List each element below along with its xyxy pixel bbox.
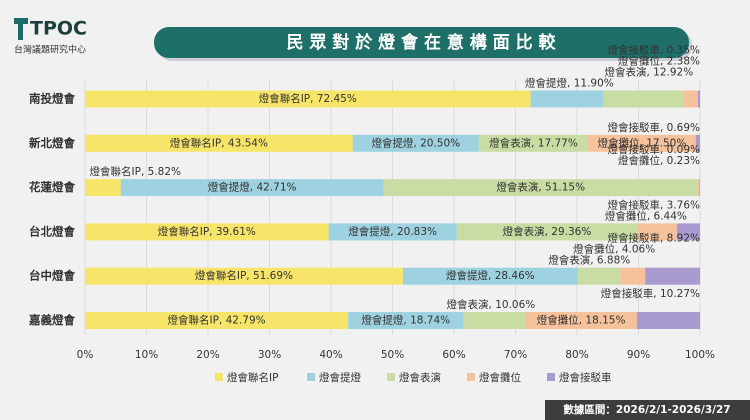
- data-label: 燈會攤位, 17.50%: [598, 136, 687, 149]
- data-label: 燈會提燈, 18.74%: [361, 314, 450, 327]
- logo-subtitle: 台灣議題研究中心: [14, 44, 86, 56]
- bar-segment: [603, 90, 684, 108]
- footer-bar: [545, 400, 750, 420]
- logo-name: TPOC: [30, 18, 87, 40]
- bar-segment: [328, 223, 457, 241]
- y-tick-label: 南投燈會: [29, 92, 75, 106]
- data-label: 燈會攤位, 4.06%: [573, 243, 655, 256]
- bar-segment: [699, 179, 700, 197]
- x-tick-label: 30%: [258, 349, 281, 361]
- bar-segment: [348, 312, 464, 329]
- bar-segment: [697, 90, 700, 108]
- legend-label: 燈會聯名IP: [227, 371, 278, 384]
- bar-segment: [402, 267, 578, 285]
- data-label: 燈會提燈, 20.83%: [348, 225, 437, 238]
- y-tick-label: 新北燈會: [29, 136, 75, 150]
- data-label: 燈會提燈, 20.50%: [371, 136, 460, 149]
- x-tick-label: 50%: [381, 349, 404, 361]
- bar-segment: [620, 267, 646, 285]
- bar-segment: [525, 312, 637, 329]
- legend-label: 燈會攤位: [479, 371, 521, 384]
- bar-segment: [463, 312, 526, 329]
- legend-label: 燈會提燈: [319, 371, 361, 384]
- legend-label: 燈會接駁車: [559, 371, 612, 384]
- title-pill: [154, 27, 689, 58]
- legend-swatch: [215, 373, 223, 381]
- bar-segment: [85, 134, 353, 152]
- data-label: 燈會接駁車, 3.76%: [607, 198, 700, 211]
- data-label: 燈會聯名IP, 72.45%: [259, 92, 357, 105]
- x-tick-label: 20%: [196, 349, 219, 361]
- bar-segment: [637, 223, 677, 241]
- bar-segment: [352, 134, 479, 152]
- y-tick-label: 台中燈會: [29, 269, 75, 283]
- x-tick-label: 70%: [504, 349, 527, 361]
- data-label: 燈會聯名IP, 51.69%: [195, 269, 293, 282]
- x-tick-label: 80%: [565, 349, 588, 361]
- data-label: 燈會攤位, 18.15%: [537, 314, 626, 327]
- bar-segment: [676, 223, 700, 241]
- y-tick-label: 花蓮燈會: [29, 180, 75, 194]
- data-label: 燈會表演, 12.92%: [604, 66, 693, 79]
- data-label: 燈會表演, 17.77%: [489, 136, 578, 149]
- x-tick-label: 40%: [319, 349, 342, 361]
- data-label: 燈會表演, 51.15%: [496, 181, 585, 194]
- data-label: 燈會接駁車, 10.27%: [601, 287, 700, 300]
- logo-icon: [14, 18, 28, 40]
- data-label: 燈會攤位, 6.44%: [605, 209, 687, 222]
- bar-segment: [695, 134, 700, 152]
- legend-swatch: [547, 373, 555, 381]
- legend-label: 燈會表演: [399, 371, 441, 384]
- y-tick-label: 台北燈會: [29, 224, 75, 238]
- bar-segment: [478, 134, 589, 152]
- data-label: 燈會聯名IP, 42.79%: [168, 314, 266, 327]
- legend-swatch: [387, 373, 395, 381]
- legend-swatch: [307, 373, 315, 381]
- footer-text: 數據區間：2026/2/1-2026/3/27: [563, 403, 730, 416]
- bar-segment: [683, 90, 698, 108]
- data-label: 燈會接駁車, 8.92%: [607, 232, 700, 245]
- bar-segment: [85, 312, 349, 329]
- x-tick-label: 10%: [135, 349, 158, 361]
- bar-segment: [530, 90, 604, 108]
- legend-swatch: [467, 373, 475, 381]
- bar-segment: [636, 312, 701, 329]
- x-tick-label: 0%: [77, 349, 94, 361]
- data-label: 燈會聯名IP, 39.61%: [158, 225, 256, 238]
- x-tick-label: 90%: [627, 349, 650, 361]
- bar-segment: [85, 223, 329, 241]
- bar-segment: [456, 223, 638, 241]
- data-label: 燈會提燈, 28.46%: [446, 269, 535, 282]
- data-label: 燈會提燈, 11.90%: [525, 77, 614, 90]
- bar-segment: [85, 90, 531, 108]
- data-label: 燈會表演, 29.36%: [503, 225, 592, 238]
- bar-segment: [698, 179, 700, 197]
- chart-title: 民 眾 對 於 燈 會 在 意 構 面 比 較: [286, 32, 556, 53]
- bar-segment: [383, 179, 699, 197]
- bar-segment: [85, 179, 121, 197]
- x-tick-label: 100%: [685, 349, 715, 361]
- bar-segment: [85, 267, 403, 285]
- bar-segment: [588, 134, 696, 152]
- data-label: 燈會表演, 10.06%: [447, 298, 536, 311]
- data-label: 燈會接駁車, 0.35%: [607, 44, 700, 57]
- data-label: 燈會攤位, 2.38%: [618, 55, 700, 68]
- data-label: 燈會表演, 6.88%: [548, 254, 630, 267]
- data-label: 燈會聯名IP, 5.82%: [90, 165, 181, 178]
- data-label: 燈會聯名IP, 43.54%: [170, 136, 268, 149]
- x-tick-label: 60%: [442, 349, 465, 361]
- bar-segment: [645, 267, 701, 285]
- data-label: 燈會提燈, 42.71%: [208, 181, 297, 194]
- bar-segment: [120, 179, 384, 197]
- y-tick-label: 嘉義燈會: [28, 313, 75, 327]
- data-label: 燈會接駁車, 0.69%: [607, 121, 700, 134]
- data-label: 燈會接駁車, 0.09%: [607, 143, 700, 156]
- data-label: 燈會攤位, 0.23%: [618, 154, 700, 167]
- bar-segment: [577, 267, 621, 285]
